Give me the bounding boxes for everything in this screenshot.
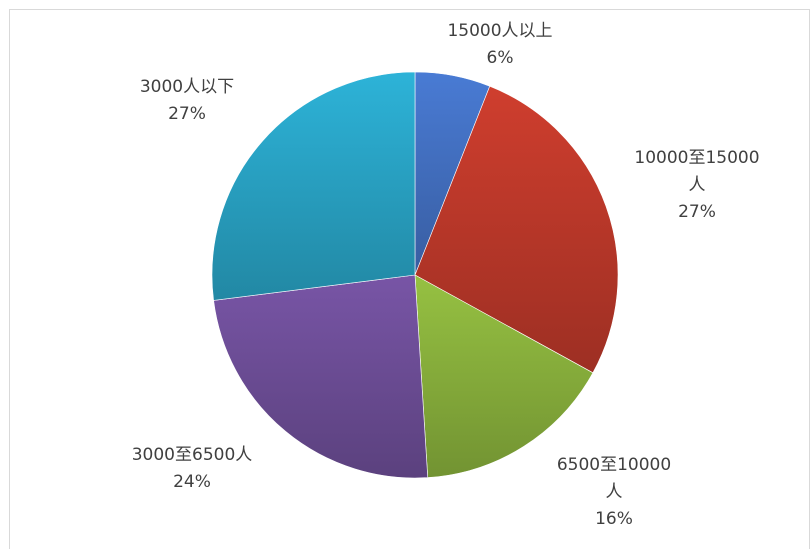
pie-slices xyxy=(211,71,619,479)
pie-slice-3 xyxy=(414,274,594,478)
slice-percent: 27% xyxy=(678,202,716,222)
slice-percent: 16% xyxy=(595,509,633,529)
slice-label-2: 10000至15000 人 27% xyxy=(634,148,759,222)
slice-category: 3000至6500人 xyxy=(132,445,253,465)
slice-label-4: 3000至6500人 24% xyxy=(132,445,253,492)
slice-category: 10000至15000 xyxy=(634,148,759,168)
slice-label-3: 6500至10000 人 16% xyxy=(557,455,671,529)
pie-slice-2 xyxy=(414,85,619,374)
pie-chart: 15000人以上 6% 10000至15000 人 27% 6500至10000 人 16% 3… xyxy=(132,21,760,529)
slice-percent: 27% xyxy=(168,104,206,124)
slice-category: 3000人以下 xyxy=(140,77,234,97)
slice-label-1: 15000人以上 6% xyxy=(447,21,552,68)
slice-category: 15000人以上 xyxy=(447,21,552,41)
slice-category: 人 xyxy=(689,175,706,195)
slice-category: 人 xyxy=(606,482,623,502)
pie-slice-4 xyxy=(213,274,429,479)
slice-label-5: 3000人以下 27% xyxy=(140,77,234,124)
pie-slice-5 xyxy=(211,71,416,301)
slice-percent: 6% xyxy=(487,48,514,68)
slice-category: 6500至10000 xyxy=(557,455,671,475)
slice-percent: 24% xyxy=(173,472,211,492)
pie-labels: 15000人以上 6% 10000至15000 人 27% 6500至10000 人 16% 3… xyxy=(132,21,760,529)
